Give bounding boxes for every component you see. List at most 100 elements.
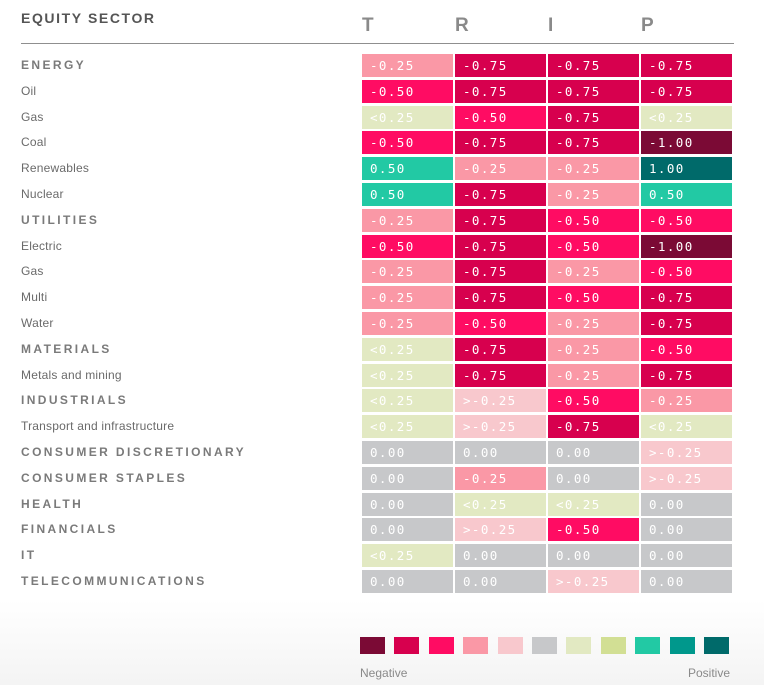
heatmap-cell: 0.00 [362, 493, 453, 516]
heatmap-cell: >-0.25 [641, 441, 732, 464]
row-label: Nuclear [21, 187, 64, 201]
row-label: CONSUMER STAPLES [21, 471, 188, 485]
row-label: IT [21, 548, 37, 562]
legend-swatch [635, 637, 661, 654]
heatmap-cell: -0.50 [548, 209, 639, 232]
row-label: HEALTH [21, 497, 84, 511]
row-label: TELECOMMUNICATIONS [21, 574, 207, 588]
heatmap-cell: 0.00 [641, 544, 732, 567]
heatmap-cell: -0.50 [455, 312, 546, 335]
heatmap-cell: <0.25 [455, 493, 546, 516]
heatmap-cell: -0.50 [548, 389, 639, 412]
heatmap-cell: -0.25 [548, 338, 639, 361]
heatmap-cell: -0.75 [455, 54, 546, 77]
legend-swatch [669, 637, 695, 654]
heatmap-cell: -0.25 [641, 389, 732, 412]
heatmap-cell: <0.25 [641, 415, 732, 438]
heatmap-cell: 0.00 [362, 467, 453, 490]
column-header-r: R [455, 15, 469, 36]
column-header-t: T [362, 15, 374, 36]
heatmap-cell: -0.50 [548, 518, 639, 541]
heatmap-cell: -0.75 [548, 415, 639, 438]
heatmap-cell: -0.75 [455, 235, 546, 258]
heatmap-cell: <0.25 [362, 415, 453, 438]
header-divider [21, 43, 734, 44]
heatmap-cell: -0.50 [362, 235, 453, 258]
heatmap-cell: 0.00 [455, 441, 546, 464]
row-header-title: EQUITY SECTOR [21, 10, 156, 26]
heatmap-cell: -0.75 [455, 338, 546, 361]
heatmap-cell: -0.75 [641, 54, 732, 77]
column-header-i: I [548, 15, 554, 36]
heatmap-cell: -1.00 [641, 235, 732, 258]
heatmap-cell: 1.00 [641, 157, 732, 180]
legend-swatch [497, 637, 523, 654]
heatmap-cell: >-0.25 [455, 389, 546, 412]
heatmap-cell: -0.25 [548, 260, 639, 283]
legend-swatch [463, 637, 489, 654]
heatmap-cell: -0.25 [362, 260, 453, 283]
heatmap-cell: -0.75 [455, 80, 546, 103]
heatmap-cell: -0.50 [641, 338, 732, 361]
heatmap-cell: -0.50 [455, 106, 546, 129]
heatmap-cell: -0.25 [548, 364, 639, 387]
row-label: ENERGY [21, 58, 87, 72]
heatmap-cell: -0.75 [548, 54, 639, 77]
row-label: Transport and infrastructure [21, 419, 175, 433]
heatmap-cell: -0.75 [455, 286, 546, 309]
heatmap-cell: -0.75 [455, 364, 546, 387]
heatmap-cell: 0.00 [362, 570, 453, 593]
heatmap-cell: 0.00 [362, 441, 453, 464]
legend-swatch [360, 637, 385, 654]
heatmap-cell: <0.25 [362, 389, 453, 412]
row-label: INDUSTRIALS [21, 393, 129, 407]
heatmap-cell: -0.25 [362, 286, 453, 309]
heatmap-cell: -0.25 [362, 209, 453, 232]
heatmap-cell: >-0.25 [548, 570, 639, 593]
column-header-p: P [641, 15, 654, 36]
heatmap-cell: <0.25 [641, 106, 732, 129]
legend-swatch [566, 637, 592, 654]
heatmap-cell: 0.00 [548, 467, 639, 490]
heatmap-cell: 0.50 [362, 157, 453, 180]
heatmap-cell: -0.75 [548, 131, 639, 154]
legend-swatch [532, 637, 557, 654]
legend-swatch [704, 637, 729, 654]
legend-swatch [394, 637, 420, 654]
heatmap-cell: -0.25 [455, 157, 546, 180]
heatmap-cell: 0.00 [455, 544, 546, 567]
row-label: Gas [21, 264, 44, 278]
heatmap-cell: -0.25 [362, 54, 453, 77]
row-label: Gas [21, 110, 44, 124]
heatmap-cell: <0.25 [362, 544, 453, 567]
heatmap-cell: -0.50 [548, 235, 639, 258]
row-label: MATERIALS [21, 342, 112, 356]
heatmap-cell: <0.25 [362, 106, 453, 129]
heatmap-cell: -0.75 [548, 80, 639, 103]
heatmap-cell: -0.25 [455, 467, 546, 490]
row-label: FINANCIALS [21, 522, 118, 536]
heatmap-cell: 0.00 [455, 570, 546, 593]
heatmap-cell: 0.00 [641, 493, 732, 516]
heatmap-cell: -0.75 [455, 209, 546, 232]
heatmap-cell: -0.25 [548, 183, 639, 206]
heatmap-cell: -0.50 [641, 209, 732, 232]
row-label: Coal [21, 135, 47, 149]
heatmap-cell: -0.75 [548, 106, 639, 129]
heatmap-cell: 0.00 [641, 518, 732, 541]
heatmap-cell: -1.00 [641, 131, 732, 154]
row-label: Electric [21, 239, 62, 253]
heatmap-cell: -0.75 [455, 260, 546, 283]
heatmap-cell: >-0.25 [455, 518, 546, 541]
row-label: Oil [21, 84, 37, 98]
heatmap-cell: -0.75 [455, 183, 546, 206]
legend-swatch [428, 637, 454, 654]
heatmap-cell: -0.25 [362, 312, 453, 335]
heatmap-cell: -0.50 [548, 286, 639, 309]
legend-positive-label: Positive [688, 666, 731, 680]
heatmap-cell: -0.75 [641, 286, 732, 309]
row-label: Water [21, 316, 54, 330]
heatmap-cell: 0.00 [641, 570, 732, 593]
heatmap-cell: -0.50 [641, 260, 732, 283]
heatmap-cell: -0.75 [641, 80, 732, 103]
